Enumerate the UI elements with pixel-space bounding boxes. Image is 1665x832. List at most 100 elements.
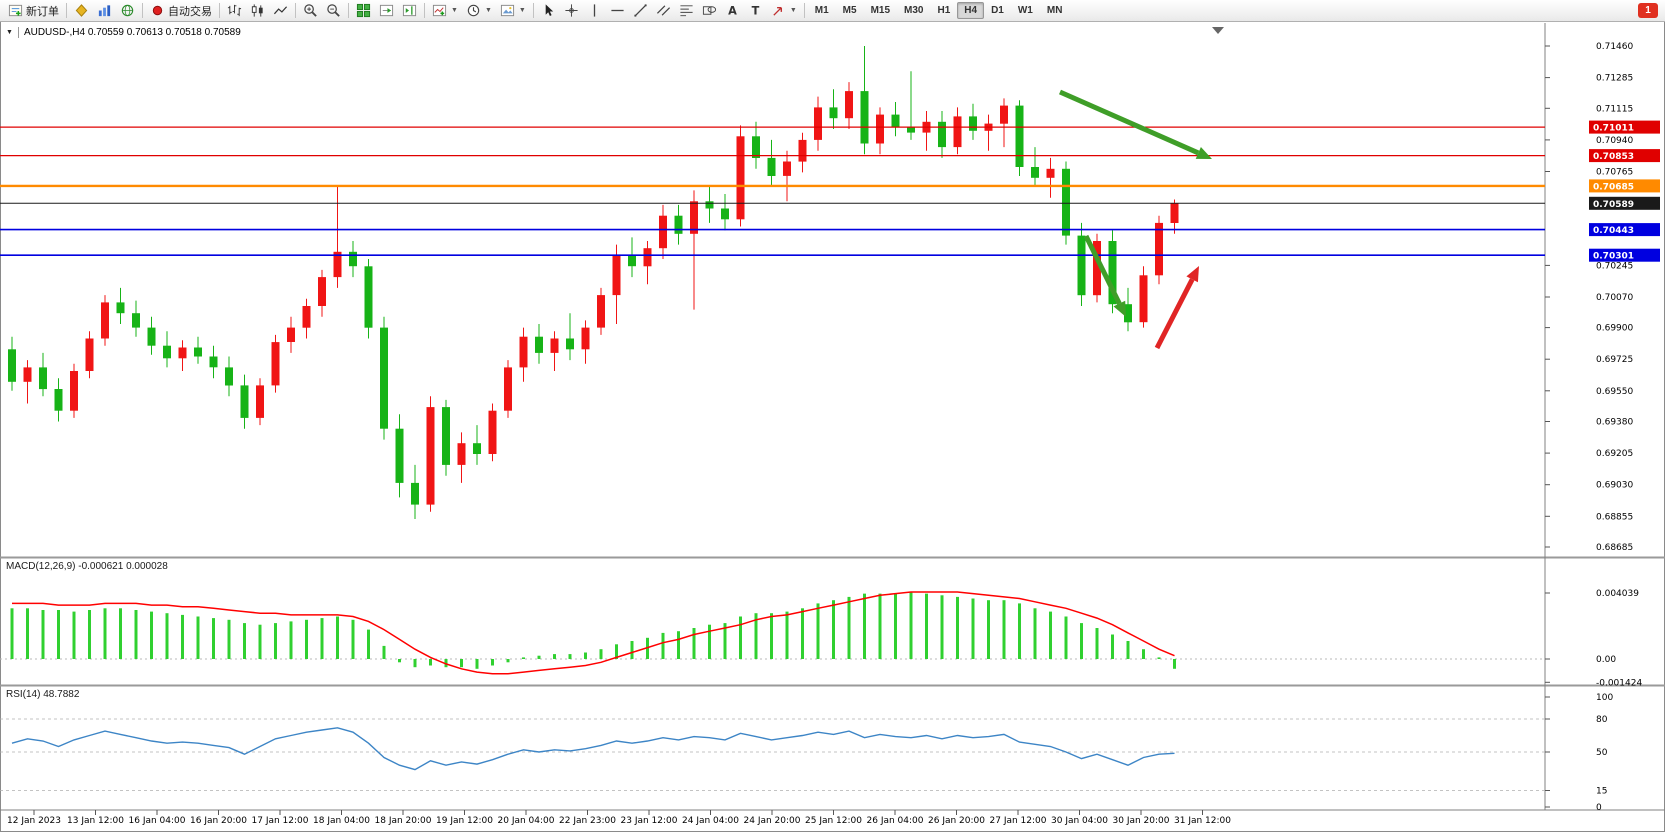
price-line-0.71011[interactable]: 0.71011 [0,120,1660,134]
fibonacci-icon [680,5,693,17]
zoom-out-button[interactable] [322,1,345,20]
bar-chart-mode-button[interactable] [223,1,246,20]
cursor-tool-button[interactable] [537,1,560,20]
svg-text:80: 80 [1596,715,1608,725]
channel-icon [656,5,670,16]
timeframe-m15-button[interactable]: M15 [864,2,897,19]
timeframe-w1-button[interactable]: W1 [1011,2,1040,19]
arrow-tool-icon [773,6,782,16]
timeframe-h4-button[interactable]: H4 [957,2,985,19]
svg-text:0.71011: 0.71011 [1593,124,1634,134]
chart-shift-button[interactable] [398,1,421,20]
candlestick-mode-button[interactable] [246,1,269,20]
timeframe-mn-button[interactable]: MN [1040,2,1070,19]
text-tool-button[interactable]: A [721,1,744,20]
trendline-icon [634,4,647,17]
chevron-down-icon: ▼ [518,7,526,14]
navigator-button[interactable] [116,1,139,20]
price-line-0.70589[interactable]: 0.70589 [0,196,1660,210]
chart-shift-marker[interactable] [1212,27,1224,34]
new-order-button[interactable]: 新订单 [4,1,63,20]
svg-text:12 Jan 2023: 12 Jan 2023 [7,816,61,826]
trend-arrow-down-long[interactable] [1058,89,1212,159]
auto-scroll-button[interactable] [375,1,398,20]
trend-arrow-up[interactable] [1154,266,1199,350]
channel-tool-button[interactable] [652,1,675,20]
svg-text:0.70245: 0.70245 [1596,261,1633,271]
notification-badge[interactable]: 1 [1638,3,1658,18]
periods-button[interactable]: ▼ [462,1,496,20]
zoom-out-icon [327,4,340,17]
vertical-line-tool-button[interactable] [583,1,606,20]
charts-button[interactable] [93,1,116,20]
svg-text:0.71115: 0.71115 [1596,104,1633,114]
main-toolbar: 新订单 自动交易 ▼ ▼ ▼ A T ▼ M1 M5 M15 M30 H1 H4 D1 W1 M… [0,0,1665,22]
price-line-0.70301[interactable]: 0.70301 [0,248,1660,262]
price-line-0.70853[interactable]: 0.70853 [0,149,1660,163]
toolbar-separator [348,3,349,18]
templates-button[interactable]: ▼ [496,1,530,20]
svg-text:31 Jan 12:00: 31 Jan 12:00 [1174,816,1231,826]
candlesticks [8,46,1179,519]
toolbar-separator [424,3,425,18]
svg-text:0.69550: 0.69550 [1596,387,1633,397]
tile-windows-button[interactable] [352,1,375,20]
indicators-button[interactable]: ▼ [428,1,462,20]
svg-text:16 Jan 04:00: 16 Jan 04:00 [129,816,186,826]
line-chart-mode-button[interactable] [269,1,292,20]
zoom-in-icon [304,4,317,17]
timeframe-h1-button[interactable]: H1 [930,2,957,19]
chevron-down-icon: ▼ [789,7,797,14]
svg-text:0.71460: 0.71460 [1596,42,1633,52]
svg-text:0.70070: 0.70070 [1596,293,1633,303]
svg-text:0.004039: 0.004039 [1596,589,1639,599]
toolbar-separator [532,3,534,18]
svg-text:0: 0 [1596,803,1602,813]
timeframe-d1-button[interactable]: D1 [984,2,1011,19]
svg-text:T: T [751,4,759,17]
price-line-0.70685[interactable]: 0.70685 [0,179,1660,193]
trend-arrow-down-short[interactable] [1083,234,1126,317]
auto-trading-button[interactable]: 自动交易 [146,1,216,20]
horizontal-line-tool-button[interactable] [606,1,629,20]
symbol-dropdown-icon[interactable]: ▼ [6,27,19,38]
indicators-icon [432,4,447,17]
svg-text:27 Jan 12:00: 27 Jan 12:00 [990,816,1047,826]
price-line-0.70443[interactable]: 0.70443 [0,223,1660,237]
fibonacci-tool-button[interactable] [675,1,698,20]
shapes-tool-button[interactable] [698,1,721,20]
label-tool-icon: T [751,4,759,17]
svg-text:0.68855: 0.68855 [1596,512,1633,522]
price-axis[interactable]: 0.71460 0.71285 0.71115 0.70940 0.70765 0.702… [1545,42,1633,553]
svg-text:20 Jan 04:00: 20 Jan 04:00 [498,816,555,826]
macd-indicator-label: MACD(12,26,9) -0.000621 0.000028 [6,561,168,572]
timeframe-m5-button[interactable]: M5 [836,2,864,19]
arrows-tool-button[interactable]: ▼ [767,1,801,20]
zoom-in-button[interactable] [299,1,322,20]
market-watch-button[interactable] [70,1,93,20]
auto-trading-label: 自动交易 [168,5,212,18]
time-axis[interactable]: 12 Jan 2023 13 Jan 12:00 16 Jan 04:00 16 Ja… [7,810,1231,826]
svg-text:30 Jan 04:00: 30 Jan 04:00 [1051,816,1108,826]
tile-windows-icon [356,3,371,18]
timeframe-m30-button[interactable]: M30 [897,2,930,19]
svg-text:0.70940: 0.70940 [1596,136,1633,146]
svg-text:-0.001424: -0.001424 [1596,678,1642,688]
toolbar-separator [142,3,143,18]
crosshair-tool-button[interactable] [560,1,583,20]
text-tool-icon: A [728,4,737,17]
svg-text:0.70853: 0.70853 [1593,152,1634,162]
svg-text:0.70443: 0.70443 [1593,226,1634,236]
macd-signal-line [12,591,1175,675]
template-icon [500,4,514,17]
label-tool-button[interactable]: T [744,1,767,20]
svg-text:100: 100 [1596,693,1613,703]
svg-text:0.70765: 0.70765 [1596,168,1633,178]
svg-text:26 Jan 20:00: 26 Jan 20:00 [928,816,985,826]
shapes-icon [702,6,716,15]
svg-text:23 Jan 12:00: 23 Jan 12:00 [621,816,678,826]
svg-text:0.69725: 0.69725 [1596,355,1633,365]
timeframe-m1-button[interactable]: M1 [808,2,836,19]
trendline-tool-button[interactable] [629,1,652,20]
